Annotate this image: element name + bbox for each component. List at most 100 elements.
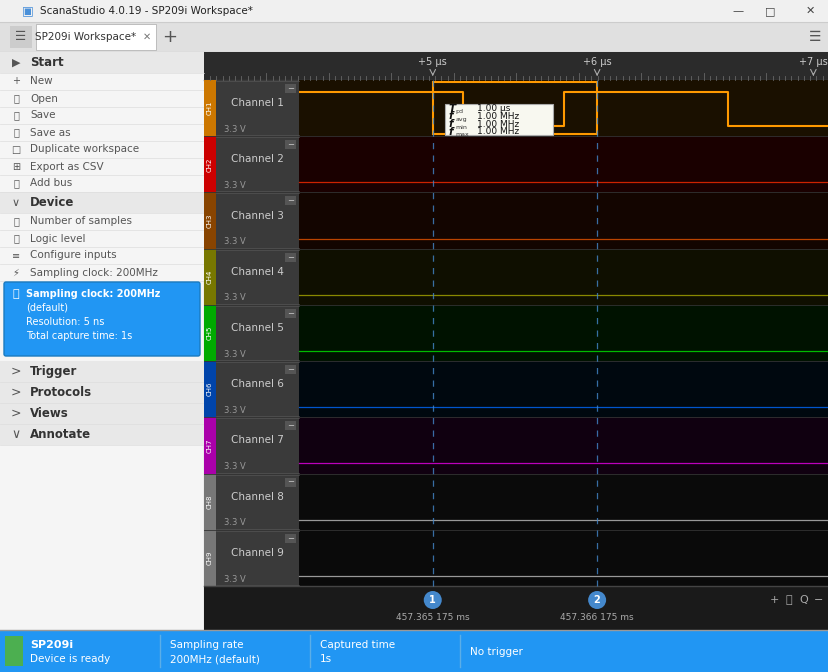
Bar [0,73,204,90]
Text: Total capture time: 1s: Total capture time: 1s [26,331,132,341]
Text: 🔧: 🔧 [13,233,19,243]
Text: 3.3 V: 3.3 V [224,575,245,583]
Text: +6 µs: +6 µs [582,57,611,67]
Text: Q: Q [799,595,807,605]
Text: ≡: ≡ [12,251,20,261]
Text: Channel 2: Channel 2 [231,155,284,165]
Bar [0,424,204,445]
Text: 1s: 1s [320,654,332,664]
Text: +7 µs: +7 µs [798,57,826,67]
Text: 📂: 📂 [13,93,19,103]
Text: ScanaStudio 4.0.19 - SP209i Workspace*: ScanaStudio 4.0.19 - SP209i Workspace* [40,6,253,16]
Text: Channel 9: Channel 9 [231,548,284,558]
Text: −: − [286,84,294,93]
Text: T: T [448,103,455,114]
Text: 3.3 V: 3.3 V [224,181,245,190]
Text: ⊞: ⊞ [12,161,20,171]
Text: CH4: CH4 [207,269,213,284]
Bar [204,361,216,417]
Bar [216,249,299,305]
Bar [0,230,204,247]
Text: Views: Views [30,407,69,420]
Bar [285,534,296,543]
Text: −: − [286,253,294,261]
Bar [0,213,204,230]
Bar [216,530,299,586]
Text: 1.00 MHz: 1.00 MHz [476,120,518,128]
Bar [204,52,828,80]
Bar [0,22,828,52]
Text: f: f [448,119,453,129]
Text: SP209i: SP209i [30,640,73,650]
Bar [204,136,216,192]
Text: ⓘ: ⓘ [12,289,19,299]
Bar [0,0,828,22]
Text: 457.365 175 ms: 457.365 175 ms [396,612,469,622]
Bar [432,82,596,134]
Text: Annotate: Annotate [30,428,91,441]
Text: ▣: ▣ [22,5,34,17]
Bar [204,52,828,630]
Bar [216,136,299,192]
Text: Start: Start [30,56,64,69]
Text: f: f [448,127,453,137]
Text: 3.3 V: 3.3 V [224,462,245,471]
Text: 1.00 MHz: 1.00 MHz [476,127,518,136]
Bar [204,417,216,474]
Text: −: − [286,140,294,149]
Text: 3.3 V: 3.3 V [224,349,245,359]
Bar [299,474,828,530]
Text: Channel 7: Channel 7 [231,435,284,446]
Bar [0,247,204,264]
Text: 200MHz (default): 200MHz (default) [170,654,259,664]
Bar [285,309,296,318]
Text: −: − [286,534,294,543]
Bar [0,175,204,192]
Text: ✕: ✕ [142,32,151,42]
Bar [0,264,204,281]
Bar [0,192,204,213]
Text: ⤓: ⤓ [13,216,19,226]
Bar [299,192,828,249]
Bar [0,52,204,73]
Text: SP209i Workspace*: SP209i Workspace* [36,32,137,42]
Text: +5 µs: +5 µs [418,57,446,67]
Text: Channel 3: Channel 3 [231,210,284,220]
Text: Channel 6: Channel 6 [231,379,284,389]
Text: >: > [11,407,22,420]
Bar [0,403,204,424]
Text: CH5: CH5 [207,326,213,340]
Text: (default): (default) [26,303,68,313]
Bar [285,196,296,206]
Text: CH1: CH1 [207,101,213,116]
Text: 3.3 V: 3.3 V [224,406,245,415]
Text: □: □ [763,6,774,16]
Text: 1.00 µs: 1.00 µs [476,104,509,113]
Bar [204,530,216,586]
Text: Trigger: Trigger [30,365,77,378]
Text: Device: Device [30,196,75,209]
Circle shape [423,591,441,609]
Bar [216,80,299,136]
Bar [285,365,296,374]
Bar [0,141,204,158]
Bar [299,249,828,305]
Bar [0,630,828,672]
Text: 3.3 V: 3.3 V [224,125,245,134]
Text: −: − [286,196,294,206]
Text: −: − [286,421,294,430]
Bar [216,474,299,530]
Text: 457.366 175 ms: 457.366 175 ms [560,612,633,622]
Text: Export as CSV: Export as CSV [30,161,103,171]
Bar [204,586,828,630]
Text: ∨: ∨ [12,198,20,208]
Text: 2: 2 [593,595,599,605]
Text: 💾: 💾 [13,128,19,138]
Bar [204,80,216,136]
Text: Number of samples: Number of samples [30,216,132,226]
Text: ⤢: ⤢ [785,595,792,605]
Text: New: New [30,77,52,87]
Bar [0,52,204,630]
Text: Save as: Save as [30,128,70,138]
Bar [216,305,299,361]
